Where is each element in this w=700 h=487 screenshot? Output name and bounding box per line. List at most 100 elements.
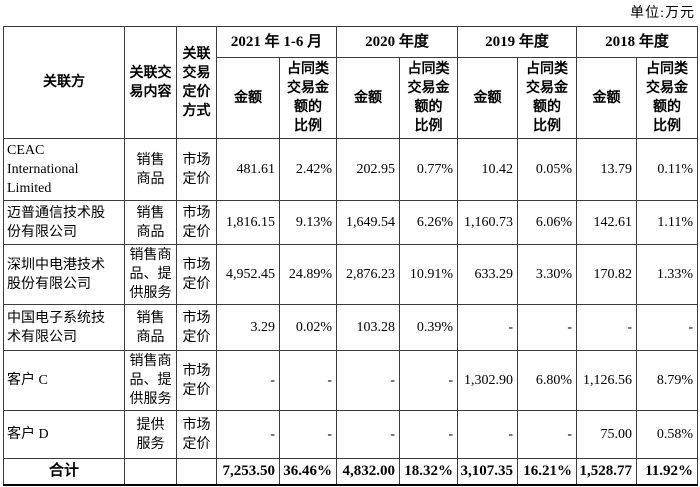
header-row-periods: 关联方 关联交 易内容 关联 交易 定价 方式 2021 年 1-6 月 202… (3, 26, 699, 139)
amount-cell: 142.61 (576, 200, 638, 245)
ratio-cell: 10.91% (398, 244, 459, 305)
total-ratio-cell: 16.21% (517, 458, 578, 486)
amount-cell: 2,876.23 (336, 244, 400, 305)
total-ratio-cell: 36.46% (279, 458, 337, 486)
amount-cell: 633.29 (457, 244, 519, 305)
amount-cell: 4,952.45 (216, 244, 280, 305)
table-row: CEAC International Limited 销售 商品 市场 定价 4… (3, 138, 699, 201)
ratio-cell: - (517, 304, 578, 351)
table-row: 中国电子系统技 术有限公司 销售 商品 市场 定价 3.29 0.02% 103… (3, 304, 699, 351)
period-label: 2019 年度 (485, 33, 549, 50)
ratio-cell: 0.39% (398, 304, 459, 351)
related-party-cell: 客户 D (3, 410, 125, 459)
total-ratio-cell: 11.92% (636, 458, 699, 486)
header-ratio: 占同类 交易金 额的 比例 (398, 57, 459, 139)
header-amount: 金额 (216, 57, 280, 139)
ratio-cell: - (398, 410, 459, 459)
amount-cell: 170.82 (576, 244, 638, 305)
amount-cell: 13.79 (576, 138, 638, 201)
ratio-cell: 6.06% (517, 200, 578, 245)
amount-cell: 1,816.15 (216, 200, 280, 245)
amount-cell: 10.42 (457, 138, 519, 201)
header-period-2020: 2020 年度 (335, 26, 459, 58)
header-ratio: 占同类 交易金 额的 比例 (636, 57, 699, 139)
table-row: 迈普通信技术股 份有限公司 销售 商品 市场 定价 1,816.15 9.13%… (3, 200, 699, 245)
ratio-cell: 0.11% (636, 138, 699, 201)
period-label: 2020 年度 (365, 33, 429, 50)
amount-cell: 1,160.73 (457, 200, 519, 245)
ratio-cell: 0.02% (279, 304, 337, 351)
ratio-cell: 2.42% (279, 138, 337, 201)
ratio-cell: 6.26% (398, 200, 459, 245)
amount-cell: - (216, 410, 280, 459)
period-label: 2018 年度 (605, 33, 669, 50)
related-party-cell: 迈普通信技术股 份有限公司 (3, 200, 125, 245)
amount-cell: - (457, 304, 519, 351)
amount-cell: 1,649.54 (336, 200, 400, 245)
amount-cell: 75.00 (576, 410, 638, 459)
pricing-cell: 市场 定价 (176, 350, 217, 411)
table-row: 客户 C 销售商 品、提 供服务 市场 定价 - - - - 1,302.90 … (3, 350, 699, 411)
ratio-cell: 0.58% (636, 410, 699, 459)
total-row: 合计 7,253.50 36.46% 4,832.00 18.32% 3,107… (3, 458, 699, 486)
pricing-cell: 市场 定价 (176, 304, 217, 351)
content-cell: 销售 商品 (124, 138, 177, 201)
amount-cell: 481.61 (216, 138, 280, 201)
total-amount-cell: 1,528.77 (576, 458, 638, 486)
unit-label: 单位:万元 (630, 6, 695, 21)
ratio-cell: - (517, 410, 578, 459)
content-cell: 销售商 品、提 供服务 (124, 244, 177, 305)
amount-cell: - (336, 350, 400, 411)
total-amount-cell: 3,107.35 (457, 458, 519, 486)
content-cell-empty (124, 458, 177, 486)
pricing-cell: 市场 定价 (176, 410, 217, 459)
ratio-cell: 9.13% (279, 200, 337, 245)
related-party-cell: 深圳中电港技术 股份有限公司 (3, 244, 125, 305)
ratio-cell: 24.89% (279, 244, 337, 305)
header-amount: 金额 (576, 57, 638, 139)
ratio-cell: 8.79% (636, 350, 699, 411)
amount-cell: - (457, 410, 519, 459)
period-label: 2021 年 1-6 月 (230, 33, 323, 50)
related-party-cell: 客户 C (3, 350, 125, 411)
amount-cell: 3.29 (216, 304, 280, 351)
header-ratio: 占同类 交易金 额的 比例 (517, 57, 578, 139)
related-party-cell: CEAC International Limited (3, 138, 125, 201)
total-ratio-cell: 18.32% (398, 458, 459, 486)
content-cell: 提供 服务 (124, 410, 177, 459)
ratio-cell: - (279, 350, 337, 411)
content-cell: 销售 商品 (124, 304, 177, 351)
ratio-cell: 1.33% (636, 244, 699, 305)
ratio-cell: 0.77% (398, 138, 459, 201)
table-row: 深圳中电港技术 股份有限公司 销售商 品、提 供服务 市场 定价 4,952.4… (3, 244, 699, 305)
total-amount-cell: 7,253.50 (216, 458, 280, 486)
header-pricing-method: 关联 交易 定价 方式 (176, 26, 217, 139)
header-period-2019: 2019 年度 (457, 26, 578, 58)
header-amount: 金额 (457, 57, 519, 139)
total-amount-cell: 4,832.00 (336, 458, 400, 486)
amount-cell: 1,126.56 (576, 350, 638, 411)
ratio-cell: 3.30% (517, 244, 578, 305)
content-cell: 销售商 品、提 供服务 (124, 350, 177, 411)
header-amount: 金额 (336, 57, 400, 139)
header-period-2018: 2018 年度 (576, 26, 699, 58)
ratio-cell: 0.05% (517, 138, 578, 201)
header-related-party: 关联方 (3, 26, 125, 139)
ratio-cell: 6.80% (517, 350, 578, 411)
header-transaction-content: 关联交 易内容 (124, 26, 177, 139)
header-period-2021: 2021 年 1-6 月 (216, 26, 337, 58)
header-ratio: 占同类 交易金 额的 比例 (279, 57, 337, 139)
amount-cell: - (576, 304, 638, 351)
amount-cell: 1,302.90 (457, 350, 519, 411)
header-row-measures: 金额 占同类 交易金 额的 比例 金额 占同类 交易金 额的 比例 金额 占同类… (4, 57, 699, 139)
ratio-cell: - (398, 350, 459, 411)
pricing-cell: 市场 定价 (176, 200, 217, 245)
total-label-cell: 合计 (3, 458, 125, 486)
content-cell: 销售 商品 (124, 200, 177, 245)
pricing-cell: 市场 定价 (176, 138, 217, 201)
related-party-transactions-table: 关联方 关联交 易内容 关联 交易 定价 方式 2021 年 1-6 月 202… (3, 26, 699, 486)
pricing-cell: 市场 定价 (176, 244, 217, 305)
ratio-cell: - (636, 304, 699, 351)
table-row: 客户 D 提供 服务 市场 定价 - - - - - - 75.00 0.58% (3, 410, 699, 459)
